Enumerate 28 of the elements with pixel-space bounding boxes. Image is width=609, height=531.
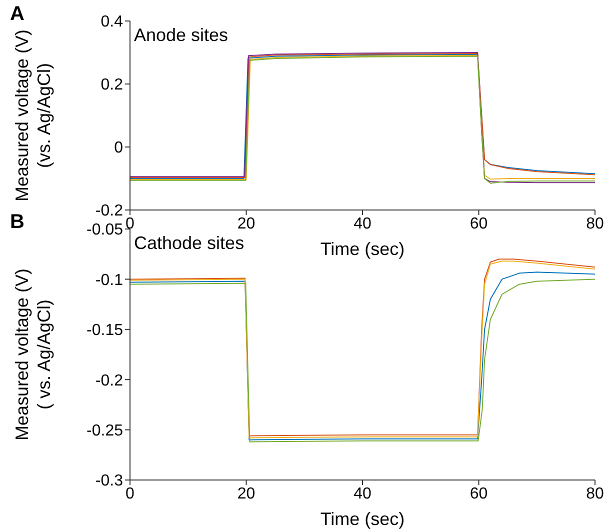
y-tick-label: -0.1 bbox=[95, 272, 124, 289]
x-tick-label: 80 bbox=[586, 485, 604, 502]
x-axis-title: Time (sec) bbox=[320, 509, 405, 529]
y-tick-label: -0.05 bbox=[86, 222, 124, 239]
y-tick-label: -0.15 bbox=[86, 322, 124, 340]
x-tick-label: 40 bbox=[354, 485, 372, 502]
x-tick-label: 20 bbox=[237, 215, 256, 232]
annotation: Cathode sites bbox=[134, 233, 244, 254]
y-tick-label: -0.2 bbox=[95, 372, 124, 390]
y-axis-title: Measured voltage (V) (vs. Ag/AgCl) bbox=[12, 29, 54, 202]
x-tick-label: 0 bbox=[126, 485, 135, 502]
x-tick-label: 80 bbox=[586, 215, 604, 232]
x-tick-label: 20 bbox=[237, 485, 256, 502]
text: B bbox=[10, 211, 24, 234]
y-tick-label: 0 bbox=[114, 140, 124, 157]
y-tick-label: 0.2 bbox=[100, 76, 124, 94]
x-tick-label: 60 bbox=[470, 215, 488, 232]
x-tick-label: 60 bbox=[470, 485, 488, 502]
y-tick-label: -0.2 bbox=[95, 202, 124, 220]
y-axis-title: Measured voltage (V) ( vs. Ag/AgCl) bbox=[12, 268, 54, 441]
x-axis-title: Time (sec) bbox=[320, 239, 405, 259]
text: A bbox=[10, 3, 24, 26]
x-tick-label: 0 bbox=[126, 215, 135, 232]
y-tick-label: -0.3 bbox=[95, 472, 124, 490]
x-tick-label: 40 bbox=[354, 215, 372, 232]
y-tick-label: -0.25 bbox=[86, 422, 124, 440]
y-tick-label: 0.4 bbox=[100, 14, 124, 31]
annotation: Anode sites bbox=[134, 25, 228, 46]
